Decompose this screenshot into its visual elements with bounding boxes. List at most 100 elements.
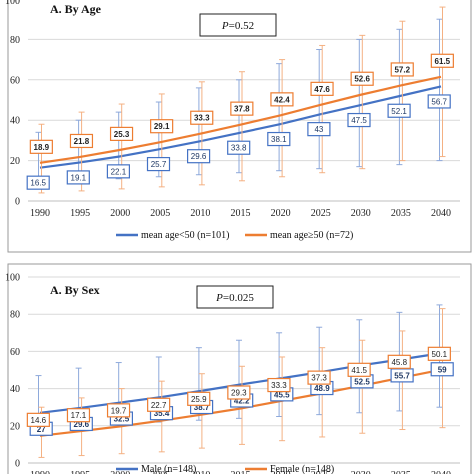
data-label-box: [430, 362, 454, 377]
data-label-box: [227, 385, 251, 400]
x-tick-label: 2040: [431, 470, 451, 474]
x-tick-label: 2015: [231, 470, 251, 474]
x-tick-label: 2035: [391, 470, 411, 474]
data-label-box: [150, 119, 174, 134]
data-label-box: [310, 81, 334, 96]
data-label: 25.7: [151, 160, 167, 169]
chart-panel-2: 0204060801001990199520002005201020152020…: [5, 263, 472, 474]
data-label: 38.1: [271, 135, 287, 144]
data-label-box: [390, 62, 414, 77]
data-label-box: [109, 126, 134, 141]
data-label: 47.5: [351, 116, 367, 125]
p-value-text: P=0.025: [215, 292, 254, 304]
data-label: 27: [37, 425, 46, 434]
data-label-box: [267, 131, 291, 147]
x-tick-label: 2035: [391, 208, 411, 219]
series-line: [39, 85, 442, 169]
data-label-box: [66, 170, 90, 185]
x-tick-label: 2020: [271, 208, 291, 219]
data-label-box: [387, 103, 411, 118]
x-tick-label: 2010: [190, 470, 210, 474]
data-label-box: [187, 149, 211, 164]
data-label-box: [146, 156, 171, 172]
x-tick-label: 2040: [431, 208, 451, 219]
y-tick-label-top: 100: [5, 0, 20, 7]
x-tick-label: 2030: [351, 470, 371, 474]
data-label-box: [190, 110, 214, 125]
x-tick-label: 1995: [70, 470, 90, 474]
data-label-box: [427, 346, 451, 361]
data-label: 18.9: [34, 143, 50, 152]
series-line: [39, 352, 442, 414]
y-tick-label: 20: [10, 156, 20, 167]
data-label: 37.8: [234, 105, 250, 114]
data-label: 17.1: [71, 411, 87, 420]
data-label: 43: [314, 125, 323, 134]
y-tick-label: 60: [10, 347, 20, 358]
series-line: [39, 368, 442, 437]
legend-label: Male (n=148): [141, 464, 196, 474]
data-label-box: [387, 354, 411, 369]
data-label: 45.8: [391, 358, 407, 367]
data-label: 41.5: [351, 366, 367, 375]
data-label: 42.2: [234, 397, 250, 406]
data-label: 37.3: [311, 374, 327, 383]
y-tick-label: 80: [10, 310, 20, 321]
legend-label: Female (n=148): [270, 464, 334, 474]
data-label: 59: [438, 365, 447, 374]
x-tick-label: 2030: [351, 208, 371, 219]
x-tick-label: 2005: [150, 470, 170, 474]
legend-label: mean age<50 (n=101): [141, 230, 229, 241]
x-tick-label: 1990: [30, 208, 50, 219]
x-tick-label: 2000: [110, 208, 130, 219]
data-label-box: [26, 175, 50, 190]
p-value-text: P=0.52: [221, 20, 254, 32]
data-label: 14.6: [31, 416, 47, 425]
x-tick-label: 2000: [110, 470, 130, 474]
data-label: 55.7: [394, 371, 410, 380]
y-tick-label: 40: [10, 384, 20, 395]
data-label-box: [270, 92, 294, 107]
data-label: 33.3: [271, 381, 287, 390]
data-label: 19.1: [71, 173, 87, 182]
panel-title: A. By Sex: [50, 283, 100, 297]
y-tick-label: 0: [15, 197, 20, 208]
data-label-box: [69, 133, 94, 149]
y-tick-label: 0: [15, 459, 20, 470]
x-tick-label: 2025: [311, 208, 331, 219]
data-label-box: [187, 391, 211, 406]
p-value-box: [196, 285, 274, 309]
data-label: 32.5: [114, 415, 130, 424]
y-tick-label: 20: [10, 421, 20, 432]
y-tick-label: 100: [5, 273, 20, 284]
data-label-box: [430, 53, 454, 68]
data-label-box: [307, 122, 331, 137]
x-tick-label: 1995: [70, 208, 90, 219]
data-label: 16.5: [30, 179, 46, 188]
x-tick-label: 1990: [30, 470, 50, 474]
data-label: 52.6: [354, 75, 370, 84]
y-tick-label: 40: [10, 116, 20, 127]
p-value-box: [199, 13, 277, 37]
data-label: 47.6: [314, 85, 330, 94]
data-label-box: [106, 403, 131, 418]
data-label-box: [147, 397, 171, 412]
data-label: 52.1: [391, 107, 407, 116]
y-tick-label: 80: [10, 35, 20, 46]
data-label: 29.6: [191, 152, 207, 161]
legend-label: mean age≥50 (n=72): [270, 230, 353, 241]
data-label: 42.4: [274, 95, 290, 104]
data-label-box: [427, 94, 451, 109]
data-label: 25.3: [114, 130, 130, 139]
data-label-box: [29, 139, 53, 154]
data-label: 56.7: [431, 97, 447, 106]
data-label: 33.3: [194, 114, 210, 123]
data-label: 45.5: [274, 390, 290, 399]
series-line: [39, 75, 442, 164]
data-label: 38.7: [194, 403, 210, 412]
data-label-box: [267, 377, 291, 393]
data-label: 57.2: [394, 65, 410, 74]
data-label-box: [347, 112, 371, 128]
data-label-box: [26, 412, 50, 427]
